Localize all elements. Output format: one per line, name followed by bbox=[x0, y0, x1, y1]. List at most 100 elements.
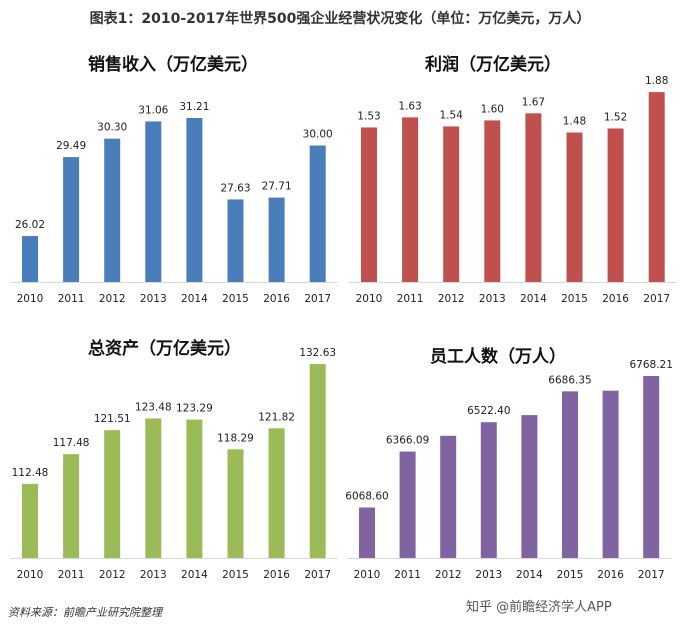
sales-bar-2011 bbox=[63, 157, 80, 282]
zhihu-watermark: 知乎 @前瞻经济学人APP bbox=[466, 600, 612, 615]
profit-bar-2010 bbox=[361, 127, 377, 282]
assets-value-label-2010: 112.48 bbox=[12, 467, 49, 479]
sales-x-tick-2014: 2014 bbox=[181, 293, 208, 305]
employees-bar-2016 bbox=[602, 390, 619, 558]
assets-x-tick-2016: 2016 bbox=[263, 569, 290, 581]
assets-bar-2016 bbox=[268, 428, 285, 558]
profit-value-label-2016: 1.52 bbox=[604, 111, 627, 123]
profit-value-label-2011: 1.63 bbox=[398, 100, 421, 112]
profit-chart-title: 利润（万亿美元） bbox=[425, 55, 561, 75]
assets-bar-2015 bbox=[227, 449, 244, 558]
employees-value-label-2011: 6366.09 bbox=[386, 435, 429, 447]
assets-x-tick-2013: 2013 bbox=[140, 569, 167, 581]
employees-x-tick-2017: 2017 bbox=[638, 569, 665, 581]
sales-value-label-2015: 27.63 bbox=[220, 182, 250, 194]
sales-value-label-2014: 31.21 bbox=[179, 101, 209, 113]
sales-bar-2016 bbox=[268, 197, 285, 282]
assets-value-label-2012: 121.51 bbox=[94, 413, 131, 425]
assets-bar-2012 bbox=[104, 430, 121, 558]
sales-x-tick-2017: 2017 bbox=[304, 293, 331, 305]
profit-value-label-2015: 1.48 bbox=[563, 116, 586, 128]
assets-value-label-2014: 123.29 bbox=[176, 403, 213, 415]
profit-bar-2014 bbox=[525, 113, 542, 282]
sales-chart-title: 销售收入（万亿美元） bbox=[88, 55, 258, 75]
source-note: 资料来源：前瞻产业研究院整理 bbox=[8, 606, 162, 619]
assets-chart-title: 总资产（万亿美元） bbox=[88, 339, 241, 359]
employees-x-tick-2015: 2015 bbox=[557, 569, 584, 581]
sales-value-label-2012: 30.30 bbox=[97, 122, 127, 134]
assets-bar-2010 bbox=[22, 483, 38, 558]
assets-value-label-2017: 132.63 bbox=[299, 347, 336, 359]
employees-bar-2012 bbox=[440, 435, 457, 558]
profit-value-label-2010: 1.53 bbox=[357, 110, 380, 122]
profit-bar-2013 bbox=[484, 120, 501, 283]
sales-x-tick-2016: 2016 bbox=[263, 293, 290, 305]
profit-value-label-2017: 1.88 bbox=[645, 75, 668, 87]
employees-x-tick-2010: 2010 bbox=[354, 569, 381, 581]
profit-bar-2015 bbox=[566, 132, 583, 282]
employees-value-label-2015: 6686.35 bbox=[548, 374, 591, 386]
sales-bar-2013 bbox=[145, 121, 162, 282]
employees-value-label-2013: 6522.40 bbox=[467, 405, 510, 417]
assets-x-tick-2015: 2015 bbox=[222, 569, 249, 581]
profit-x-tick-2010: 2010 bbox=[356, 293, 383, 305]
profit-value-label-2014: 1.67 bbox=[522, 96, 545, 108]
employees-bar-2014 bbox=[521, 415, 538, 558]
assets-bar-2013 bbox=[145, 418, 162, 558]
assets-x-tick-2017: 2017 bbox=[304, 569, 331, 581]
employees-bar-2015 bbox=[562, 391, 578, 558]
sales-bar-2015 bbox=[227, 199, 244, 282]
employees-chart-title: 员工人数（万人） bbox=[430, 347, 566, 367]
assets-value-label-2015: 118.29 bbox=[217, 432, 254, 444]
profit-bar-2012 bbox=[443, 126, 460, 283]
assets-value-label-2011: 117.48 bbox=[53, 437, 90, 449]
employees-value-label-2010: 6068.60 bbox=[345, 491, 388, 503]
sales-bar-2010 bbox=[22, 236, 38, 282]
sales-x-tick-2012: 2012 bbox=[99, 293, 126, 305]
sales-value-label-2016: 27.71 bbox=[262, 181, 292, 193]
sales-x-tick-2010: 2010 bbox=[17, 293, 44, 305]
employees-value-label-2017: 6768.21 bbox=[629, 359, 672, 371]
sales-bar-2014 bbox=[186, 117, 203, 282]
sales-x-tick-2015: 2015 bbox=[222, 293, 249, 305]
assets-x-tick-2010: 2010 bbox=[17, 569, 44, 581]
sales-value-label-2010: 26.02 bbox=[15, 219, 45, 231]
profit-x-tick-2011: 2011 bbox=[397, 293, 424, 305]
profit-x-tick-2013: 2013 bbox=[479, 293, 506, 305]
assets-bar-2011 bbox=[63, 454, 80, 558]
assets-x-tick-2012: 2012 bbox=[99, 569, 126, 581]
assets-value-label-2013: 123.48 bbox=[135, 401, 172, 413]
profit-bar-2017 bbox=[648, 92, 665, 283]
employees-bar-2013 bbox=[480, 422, 497, 558]
profit-value-label-2012: 1.54 bbox=[440, 109, 464, 121]
profit-x-tick-2012: 2012 bbox=[438, 293, 465, 305]
sales-value-label-2013: 31.06 bbox=[138, 104, 168, 116]
assets-bar-2017 bbox=[309, 364, 326, 558]
main-title: 图表1：2010-2017年世界500强企业经营状况变化（单位：万亿美元，万人） bbox=[89, 11, 591, 27]
assets-value-label-2016: 121.82 bbox=[258, 411, 295, 423]
employees-bar-2017 bbox=[643, 375, 660, 558]
profit-x-tick-2016: 2016 bbox=[602, 293, 629, 305]
employees-bar-2010 bbox=[359, 507, 375, 558]
sales-x-tick-2013: 2013 bbox=[140, 293, 167, 305]
employees-bar-2011 bbox=[399, 451, 416, 558]
profit-x-tick-2015: 2015 bbox=[561, 293, 588, 305]
employees-x-tick-2012: 2012 bbox=[435, 569, 462, 581]
sales-x-tick-2011: 2011 bbox=[58, 293, 85, 305]
profit-value-label-2013: 1.60 bbox=[481, 103, 504, 115]
profit-bar-2011 bbox=[402, 117, 419, 283]
assets-x-tick-2011: 2011 bbox=[58, 569, 85, 581]
sales-bar-2012 bbox=[104, 138, 121, 282]
assets-bar-2014 bbox=[186, 419, 203, 558]
profit-bar-2016 bbox=[607, 128, 624, 282]
sales-value-label-2017: 30.00 bbox=[303, 129, 333, 141]
sales-value-label-2011: 29.49 bbox=[56, 140, 86, 152]
assets-x-tick-2014: 2014 bbox=[181, 569, 208, 581]
employees-x-tick-2014: 2014 bbox=[516, 569, 543, 581]
profit-x-tick-2017: 2017 bbox=[643, 293, 670, 305]
sales-bar-2017 bbox=[309, 145, 326, 282]
employees-x-tick-2016: 2016 bbox=[597, 569, 624, 581]
employees-x-tick-2013: 2013 bbox=[475, 569, 502, 581]
profit-x-tick-2014: 2014 bbox=[520, 293, 547, 305]
